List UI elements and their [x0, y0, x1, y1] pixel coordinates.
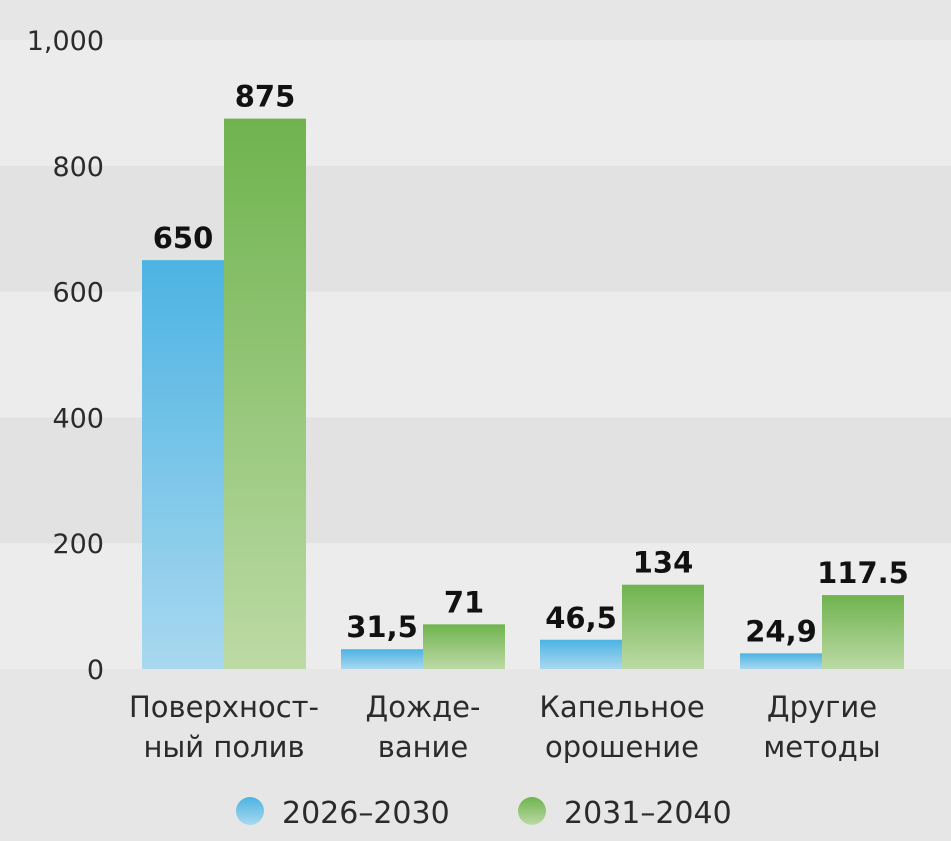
data-label: 31,5	[346, 610, 418, 644]
legend: 2026–2030 2031–2040	[236, 796, 732, 831]
y-tick-label: 1,000	[27, 26, 104, 57]
bar-series-1	[740, 653, 822, 669]
category-label: Поверхност-ный полив	[129, 690, 319, 764]
bar-series-2	[622, 584, 704, 669]
data-label: 134	[633, 546, 694, 580]
bar-series-2	[822, 595, 904, 669]
data-label: 24,9	[745, 614, 817, 648]
x-axis: Поверхност-ный полив Дожде-вание Капельное…	[129, 690, 881, 764]
category-label: Капельное орошение	[539, 690, 704, 764]
category-label: Дожде-вание	[366, 690, 481, 764]
legend-marker	[236, 797, 264, 825]
bar-series-1	[341, 649, 423, 669]
legend-label: 2031–2040	[564, 796, 732, 831]
data-label: 117.5	[817, 556, 909, 590]
data-label: 46,5	[545, 601, 617, 635]
legend-marker	[518, 797, 546, 825]
grid-band	[0, 40, 951, 166]
grid-bands	[0, 40, 951, 669]
legend-label: 2026–2030	[282, 796, 450, 831]
y-tick-label: 800	[52, 152, 104, 183]
data-label: 71	[444, 585, 484, 619]
data-labels: 650 31,5 46,5 24,9 875 71 134 117.5	[153, 80, 909, 649]
y-tick-label: 200	[52, 529, 104, 560]
bar-series-1	[142, 260, 224, 669]
bar-series-2	[423, 624, 505, 669]
bars	[142, 118, 904, 669]
data-label: 650	[153, 221, 214, 255]
bar-series-2	[224, 118, 306, 669]
bar-series-1	[540, 639, 622, 669]
y-tick-label: 400	[52, 403, 104, 434]
y-tick-label: 600	[52, 278, 104, 309]
y-tick-label: 0	[87, 655, 104, 686]
y-axis: 0 200 400 600 800 1,000	[27, 26, 104, 686]
category-label: Другие методы	[763, 690, 880, 764]
data-label: 875	[235, 80, 296, 114]
